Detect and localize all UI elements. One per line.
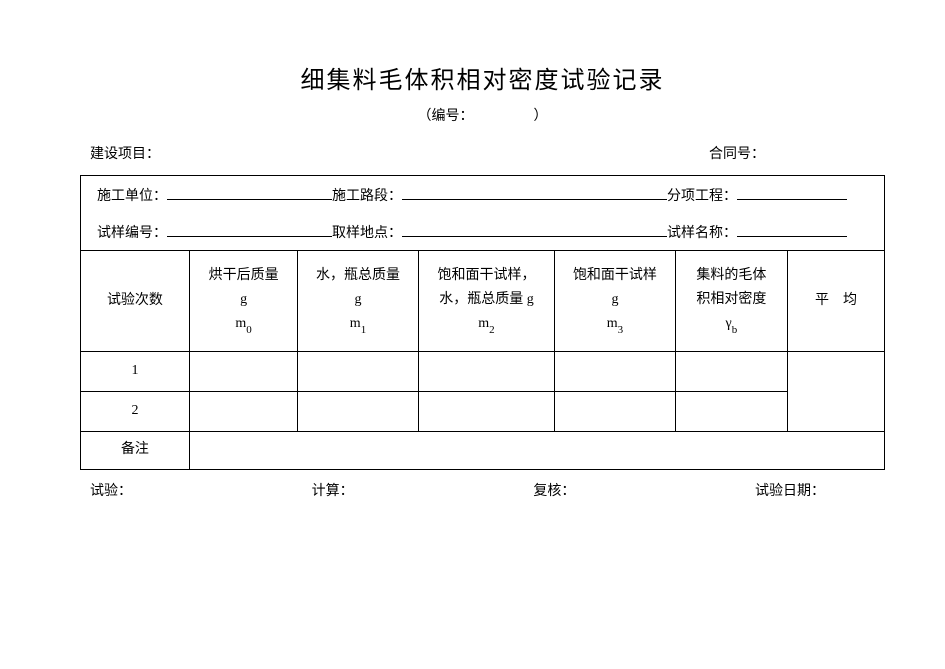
col-m3: 饱和面干试样 g m3 xyxy=(555,251,675,351)
section-value xyxy=(402,184,667,200)
reviewer-field: 复核： xyxy=(533,480,575,500)
remark-label: 备注 xyxy=(81,431,189,469)
sample-no-field: 试样编号： xyxy=(97,221,332,242)
table-header: 试验次数 烘干后质量 g m0 水，瓶总质量 g m1 饱和面干试样， 水，瓶总… xyxy=(81,251,884,351)
section-label: 施工路段： xyxy=(332,185,402,205)
form-row-1: 施工单位： 施工路段： 分项工程： xyxy=(81,176,884,213)
remark-value xyxy=(189,431,884,469)
cell-num-2: 2 xyxy=(81,391,189,431)
cell-r1c1 xyxy=(189,351,297,391)
tester-field: 试验： xyxy=(90,480,132,500)
main-frame: 施工单位： 施工路段： 分项工程： 试样编号： 取样地点： 试样名称： xyxy=(80,175,885,470)
construction-unit-field: 施工单位： xyxy=(97,184,332,205)
date-field: 试验日期： xyxy=(755,480,825,500)
page-title: 细集料毛体积相对密度试验记录 xyxy=(80,60,885,95)
location-label: 取样地点： xyxy=(332,222,402,242)
subproject-label: 分项工程： xyxy=(667,185,737,205)
calculator-field: 计算： xyxy=(312,480,354,500)
serial-suffix: ） xyxy=(534,109,548,124)
col-m0: 烘干后质量 g m0 xyxy=(189,251,297,351)
contract-field: 合同号： xyxy=(709,143,765,163)
cell-r1c5 xyxy=(675,351,787,391)
col-m1: 水，瓶总质量 g m1 xyxy=(298,251,418,351)
construction-unit-label: 施工单位： xyxy=(97,185,167,205)
cell-r2c5 xyxy=(675,391,787,431)
table-row: 2 xyxy=(81,391,884,431)
serial-prefix: （编号： xyxy=(418,109,474,124)
cell-avg xyxy=(788,351,884,431)
col-m2: 饱和面干试样， 水，瓶总质量 g m2 xyxy=(418,251,555,351)
serial-line: （编号： ） xyxy=(80,105,885,125)
cell-num-1: 1 xyxy=(81,351,189,391)
info-row: 建设项目： 合同号： xyxy=(80,143,885,163)
sample-name-value xyxy=(737,221,847,237)
col-test-count: 试验次数 xyxy=(81,251,189,351)
cell-r2c2 xyxy=(298,391,418,431)
cell-r2c3 xyxy=(418,391,555,431)
project-label: 建设项目： xyxy=(90,147,160,162)
cell-r2c4 xyxy=(555,391,675,431)
section-field: 施工路段： xyxy=(332,184,667,205)
location-field: 取样地点： xyxy=(332,221,667,242)
cell-r2c1 xyxy=(189,391,297,431)
footer-row: 试验： 计算： 复核： 试验日期： xyxy=(80,480,885,500)
project-field: 建设项目： xyxy=(90,143,160,163)
sample-no-label: 试样编号： xyxy=(97,222,167,242)
data-table: 试验次数 烘干后质量 g m0 水，瓶总质量 g m1 饱和面干试样， 水，瓶总… xyxy=(81,251,884,469)
table-row: 1 xyxy=(81,351,884,391)
col-avg: 平 均 xyxy=(788,251,884,351)
contract-label: 合同号： xyxy=(709,147,765,162)
col-gamma: 集料的毛体 积相对密度 γb xyxy=(675,251,787,351)
cell-r1c4 xyxy=(555,351,675,391)
construction-unit-value xyxy=(167,184,332,200)
sample-name-label: 试样名称： xyxy=(667,222,737,242)
remark-row: 备注 xyxy=(81,431,884,469)
location-value xyxy=(402,221,667,237)
subproject-value xyxy=(737,184,847,200)
sample-name-field: 试样名称： xyxy=(667,221,847,242)
form-row-2: 试样编号： 取样地点： 试样名称： xyxy=(81,213,884,251)
cell-r1c3 xyxy=(418,351,555,391)
subproject-field: 分项工程： xyxy=(667,184,847,205)
sample-no-value xyxy=(167,221,332,237)
cell-r1c2 xyxy=(298,351,418,391)
